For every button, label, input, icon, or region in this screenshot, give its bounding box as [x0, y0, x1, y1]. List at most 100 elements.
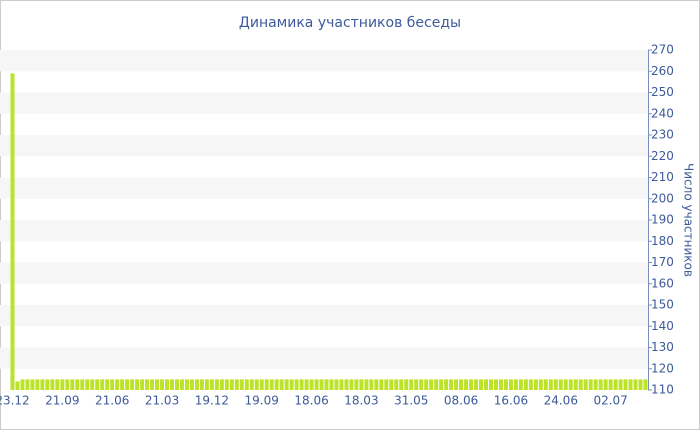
bar [618, 379, 623, 390]
bar [349, 379, 354, 390]
bar [419, 379, 424, 390]
bar [399, 379, 404, 390]
y-tick-label: 250 [651, 85, 674, 99]
x-tick-label: 21.09 [45, 394, 79, 408]
bar [50, 379, 55, 390]
bands [0, 50, 648, 369]
bar [145, 379, 150, 390]
bar [444, 379, 449, 390]
bar [538, 379, 543, 390]
bar [244, 379, 249, 390]
y-tick-label: 180 [651, 234, 674, 248]
bar [264, 379, 269, 390]
y-tick-label: 230 [651, 128, 674, 142]
x-tick-label: 21.06 [95, 394, 129, 408]
y-tick-label: 170 [651, 255, 674, 269]
bar [568, 379, 573, 390]
bar [623, 379, 628, 390]
bar [174, 379, 179, 390]
y-tick-label: 200 [651, 191, 674, 205]
bar [488, 379, 493, 390]
bar [543, 379, 548, 390]
y-tick-label: 210 [651, 170, 674, 184]
bar [239, 379, 244, 390]
bar [234, 379, 239, 390]
bar [224, 379, 229, 390]
bar [573, 379, 578, 390]
y-tick-label: 120 [651, 361, 674, 375]
x-tick-label: 31.05 [394, 394, 428, 408]
bar [269, 379, 274, 390]
bar [513, 379, 518, 390]
x-tick-label: 18.03 [344, 394, 378, 408]
bar [35, 379, 40, 390]
bar [598, 379, 603, 390]
bar [374, 379, 379, 390]
bar [85, 379, 90, 390]
bar [414, 379, 419, 390]
grid-band [0, 135, 648, 157]
bar [194, 379, 199, 390]
bar [593, 379, 598, 390]
bar [70, 379, 75, 390]
bar [464, 379, 469, 390]
y-tick-label: 130 [651, 340, 674, 354]
bar [459, 379, 464, 390]
bar [339, 379, 344, 390]
grid-band [0, 92, 648, 114]
bar [90, 379, 95, 390]
y-tick-label: 270 [651, 43, 674, 57]
x-tick-label: 18.06 [294, 394, 328, 408]
bar [304, 379, 309, 390]
bar [284, 379, 289, 390]
bar [30, 379, 35, 390]
bar [588, 379, 593, 390]
bar [404, 379, 409, 390]
bar [274, 379, 279, 390]
chart-title: Динамика участников беседы [239, 15, 461, 31]
bar [364, 379, 369, 390]
bar [219, 379, 224, 390]
bar [189, 379, 194, 390]
bar [209, 379, 214, 390]
bar [140, 379, 145, 390]
bar [299, 379, 304, 390]
bar [369, 379, 374, 390]
bar [45, 379, 50, 390]
y-tick-label: 240 [651, 106, 674, 120]
bar [613, 379, 618, 390]
bar [429, 379, 434, 390]
grid-band [0, 347, 648, 369]
bar [469, 379, 474, 390]
bar [563, 379, 568, 390]
bar [65, 379, 70, 390]
bar [55, 379, 60, 390]
bars [10, 73, 648, 390]
bar [199, 379, 204, 390]
bar [628, 379, 633, 390]
bar [25, 379, 30, 390]
bar [279, 379, 284, 390]
bar [125, 379, 130, 390]
bar [449, 379, 454, 390]
x-tick-label: 21.03 [145, 394, 179, 408]
bar [439, 379, 444, 390]
bar [160, 379, 165, 390]
bar [603, 379, 608, 390]
bar [474, 379, 479, 390]
bar [503, 379, 508, 390]
x-tick-label: 16.06 [494, 394, 528, 408]
bar [150, 379, 155, 390]
y-tick-label: 190 [651, 213, 674, 227]
y-tick-label: 160 [651, 276, 674, 290]
bar [204, 379, 209, 390]
bar [334, 379, 339, 390]
bar [20, 379, 25, 390]
bar [40, 379, 45, 390]
bar [434, 379, 439, 390]
bar [155, 379, 160, 390]
bar [638, 379, 643, 390]
bar [95, 379, 100, 390]
bar [498, 379, 503, 390]
